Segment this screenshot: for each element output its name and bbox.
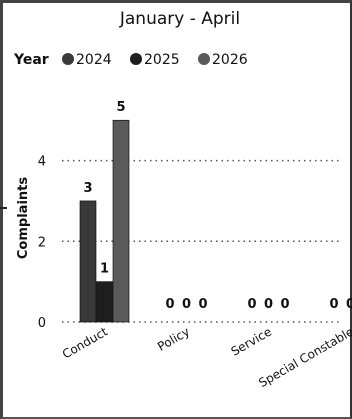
bar-conduct-2025: [96, 281, 113, 323]
data-label-policy-2026: 0: [198, 297, 207, 312]
data-label-service-2025: 0: [264, 297, 273, 312]
y-tick-4: 4: [38, 155, 46, 170]
x-tick-service: Service: [229, 324, 274, 358]
x-tick-policy: Policy: [155, 324, 192, 353]
legend: Year 2024 2025 2026: [13, 52, 248, 68]
x-tick-conduct: Conduct: [60, 324, 110, 361]
y-tick-0: 0: [38, 316, 46, 331]
data-label-policy-2025: 0: [182, 297, 191, 312]
bar-conduct-2024: [79, 200, 97, 323]
legend-marker-2026: [198, 53, 210, 65]
data-label-policy-2024: 0: [165, 297, 174, 312]
data-label-conduct-2025: 1: [100, 262, 109, 277]
legend-title: Year: [13, 52, 49, 68]
data-label-conduct-2024: 3: [83, 181, 92, 196]
data-label-service-2024: 0: [247, 297, 256, 312]
y-axis-label: Complaints: [16, 177, 31, 259]
edge-marker: [0, 207, 7, 209]
data-label-special-constable-2025: 0: [346, 297, 352, 312]
y-tick-2: 2: [38, 235, 46, 250]
data-label-conduct-2026: 5: [116, 100, 125, 115]
legend-marker-2024: [62, 53, 74, 65]
data-label-special-constable-2024: 0: [329, 297, 338, 312]
bar-conduct-2026: [112, 119, 130, 323]
legend-marker-2025: [130, 53, 142, 65]
chart-title: January - April: [119, 9, 240, 29]
legend-label-2024: 2024: [76, 52, 112, 68]
legend-label-2025: 2025: [144, 52, 180, 68]
legend-label-2026: 2026: [212, 52, 248, 68]
data-label-service-2026: 0: [280, 297, 289, 312]
